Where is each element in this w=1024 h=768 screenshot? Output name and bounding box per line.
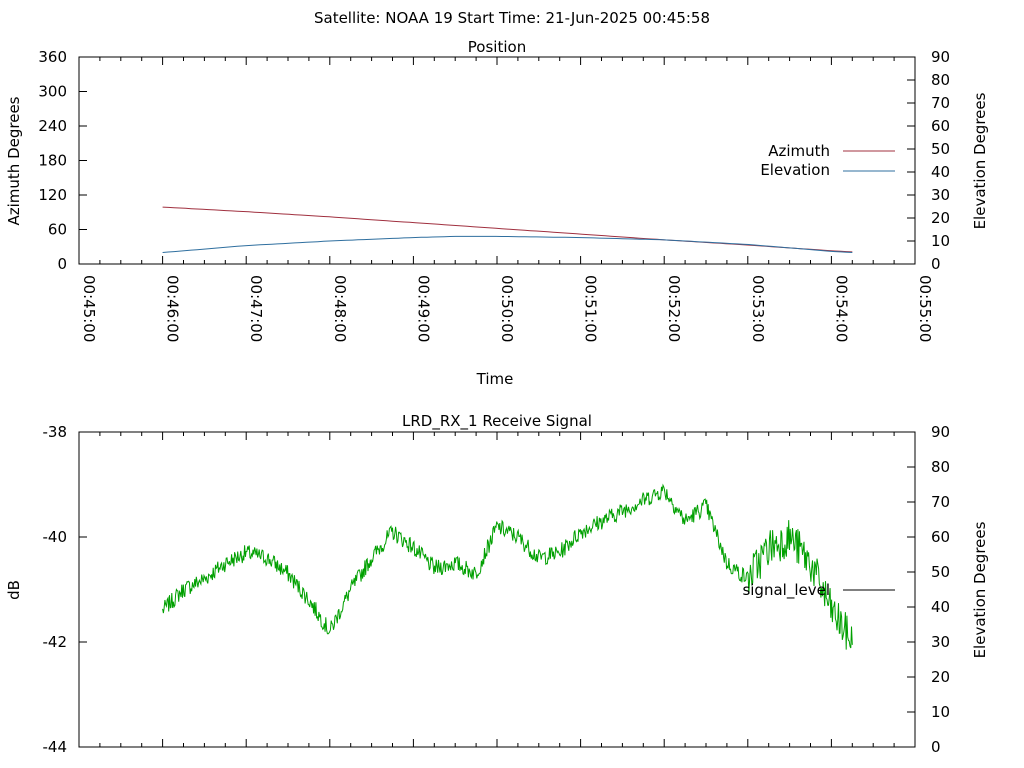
position-y2-tick-label: 20 bbox=[931, 209, 950, 227]
position-y-tick-label: 180 bbox=[38, 152, 67, 170]
position-x-tick-label: 00:49:00 bbox=[414, 275, 432, 342]
signal-chart-title: LRD_RX_1 Receive Signal bbox=[402, 412, 592, 431]
signal-chart: LRD_RX_1 Receive Signal -38 -40 -42 -44 0 10… bbox=[5, 412, 989, 756]
signal-y2-axis-label: Elevation Degrees bbox=[971, 521, 989, 658]
position-y-tick-label: 60 bbox=[48, 221, 67, 239]
series-line-azimuth bbox=[162, 206, 853, 253]
legend-label-azimuth: Azimuth bbox=[768, 142, 830, 160]
position-y-tick-label: 360 bbox=[38, 48, 67, 66]
position-x-axis: 00:45:00 00:46:00 00:47:00 00:48:00 00:49:00… bbox=[78, 57, 934, 342]
signal-y2-tick-label: 40 bbox=[931, 598, 950, 616]
signal-y-tick-label: -40 bbox=[43, 528, 68, 546]
position-x-tick-label: 00:54:00 bbox=[832, 275, 850, 342]
position-y-axis-label: Azimuth Degrees bbox=[5, 96, 23, 225]
position-y-tick-label: 120 bbox=[38, 186, 67, 204]
position-y2-tick-label: 10 bbox=[931, 232, 950, 250]
series-line-signal-level bbox=[162, 483, 853, 650]
position-series bbox=[162, 206, 853, 253]
position-y-tick-label: 240 bbox=[38, 117, 67, 135]
signal-y2-tick-label: 80 bbox=[931, 458, 950, 476]
signal-x-axis bbox=[78, 432, 916, 747]
figure-title: Satellite: NOAA 19 Start Time: 21-Jun-20… bbox=[314, 9, 710, 27]
position-x-tick-label: 00:47:00 bbox=[247, 275, 265, 342]
position-y2-tick-label: 90 bbox=[931, 48, 950, 66]
position-x-tick-label: 00:53:00 bbox=[749, 275, 767, 342]
position-y2-axis: 0 10 20 30 40 50 60 70 80 90 bbox=[907, 48, 950, 273]
position-x-axis-label: Time bbox=[476, 370, 514, 388]
position-legend: Azimuth Elevation bbox=[760, 142, 895, 179]
series-line-elevation bbox=[162, 235, 853, 253]
position-y2-tick-label: 50 bbox=[931, 140, 950, 158]
signal-y2-tick-label: 50 bbox=[931, 563, 950, 581]
signal-y2-tick-label: 30 bbox=[931, 633, 950, 651]
signal-y2-tick-label: 20 bbox=[931, 668, 950, 686]
signal-y2-tick-label: 70 bbox=[931, 493, 950, 511]
signal-y-axis: -38 -40 -42 -44 bbox=[43, 423, 87, 756]
signal-y-axis-label: dB bbox=[5, 580, 23, 600]
signal-y2-axis: 0 10 20 30 40 50 60 70 80 90 bbox=[907, 423, 950, 756]
position-x-tick-label: 00:50:00 bbox=[498, 275, 516, 342]
signal-y2-tick-label: 0 bbox=[931, 738, 941, 756]
position-x-tick-label: 00:46:00 bbox=[164, 275, 182, 342]
position-y2-tick-label: 60 bbox=[931, 117, 950, 135]
legend-label-signal-level: signal_level bbox=[742, 581, 830, 600]
legend-label-elevation: Elevation bbox=[760, 161, 830, 179]
position-y-axis: 0 60 120 180 240 300 360 bbox=[38, 48, 87, 273]
position-x-tick-label: 00:52:00 bbox=[665, 275, 683, 342]
position-y2-tick-label: 40 bbox=[931, 163, 950, 181]
signal-y-tick-label: -42 bbox=[43, 633, 68, 651]
signal-y2-tick-label: 60 bbox=[931, 528, 950, 546]
position-y2-tick-label: 0 bbox=[931, 255, 941, 273]
position-y2-tick-label: 70 bbox=[931, 94, 950, 112]
position-chart-title: Position bbox=[468, 38, 526, 56]
position-x-tick-label: 00:48:00 bbox=[331, 275, 349, 342]
position-y2-tick-label: 30 bbox=[931, 186, 950, 204]
signal-y-tick-label: -38 bbox=[43, 423, 68, 441]
signal-y-tick-label: -44 bbox=[43, 738, 68, 756]
position-x-tick-label: 00:51:00 bbox=[582, 275, 600, 342]
position-chart: Position 0 60 120 180 240 300 360 0 10 20 30 40 50 6… bbox=[5, 38, 989, 388]
position-y2-axis-label: Elevation Degrees bbox=[971, 92, 989, 229]
position-x-tick-label: 00:45:00 bbox=[80, 275, 98, 342]
signal-legend: signal_level bbox=[742, 581, 895, 600]
position-y-tick-label: 0 bbox=[57, 255, 67, 273]
position-x-tick-label: 00:55:00 bbox=[916, 275, 934, 342]
position-y2-tick-label: 80 bbox=[931, 71, 950, 89]
signal-series bbox=[162, 483, 853, 650]
signal-y2-tick-label: 90 bbox=[931, 423, 950, 441]
position-y-tick-label: 300 bbox=[38, 83, 67, 101]
signal-y2-tick-label: 10 bbox=[931, 703, 950, 721]
